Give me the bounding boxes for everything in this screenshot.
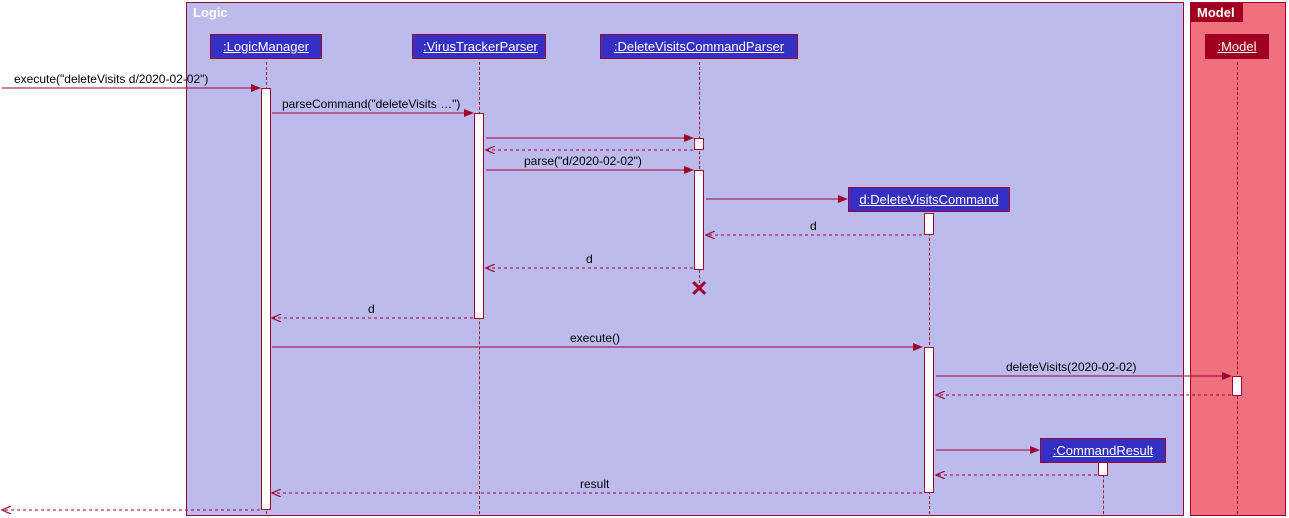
destroy-dvcp: ✕ [690,278,708,300]
participant-deletevisitscommandparser-label: :DeleteVisitsCommandParser [614,39,784,54]
msg-return-d3: d [368,302,375,316]
msg-result: result [580,477,609,491]
lifeline-model [1237,62,1238,514]
activation-virustrackerparser [474,113,484,319]
participant-model: :Model [1205,34,1269,59]
frame-logic: Logic [186,2,1184,516]
participant-deletevisitscommand-label: d:DeleteVisitsCommand [859,192,998,207]
msg-parse: parse("d/2020-02-02") [524,154,642,168]
sequence-diagram: Logic Model :LogicManager :VirusTrackerP… [0,0,1289,518]
activation-dvcp-1 [694,138,704,150]
msg-execute: execute("deleteVisits d/2020-02-02") [14,72,208,86]
msg-return-d1: d [810,219,817,233]
participant-logicmanager-label: :LogicManager [223,39,309,54]
participant-deletevisitscommandparser: :DeleteVisitsCommandParser [600,34,798,59]
participant-commandresult-label: :CommandResult [1053,443,1153,458]
msg-deletevisits: deleteVisits(2020-02-02) [1006,360,1137,374]
activation-dvc-1 [924,213,934,235]
msg-execute2: execute() [570,331,620,345]
participant-logicmanager: :LogicManager [210,34,322,59]
activation-dvc-2 [924,347,934,493]
participant-virustrackerparser-label: :VirusTrackerParser [423,39,538,54]
participant-virustrackerparser: :VirusTrackerParser [412,34,546,59]
activation-dvcp-2 [694,170,704,270]
participant-commandresult: :CommandResult [1040,438,1166,463]
activation-logicmanager [261,88,271,510]
msg-return-d2: d [586,252,593,266]
activation-model [1232,376,1242,396]
activation-commandresult [1098,462,1108,476]
frame-logic-label: Logic [187,3,236,22]
frame-model-label: Model [1191,3,1243,22]
msg-parsecommand: parseCommand("deleteVisits …") [282,97,460,111]
participant-model-label: :Model [1217,39,1256,54]
frame-model: Model [1190,2,1286,516]
participant-deletevisitscommand: d:DeleteVisitsCommand [848,187,1010,212]
